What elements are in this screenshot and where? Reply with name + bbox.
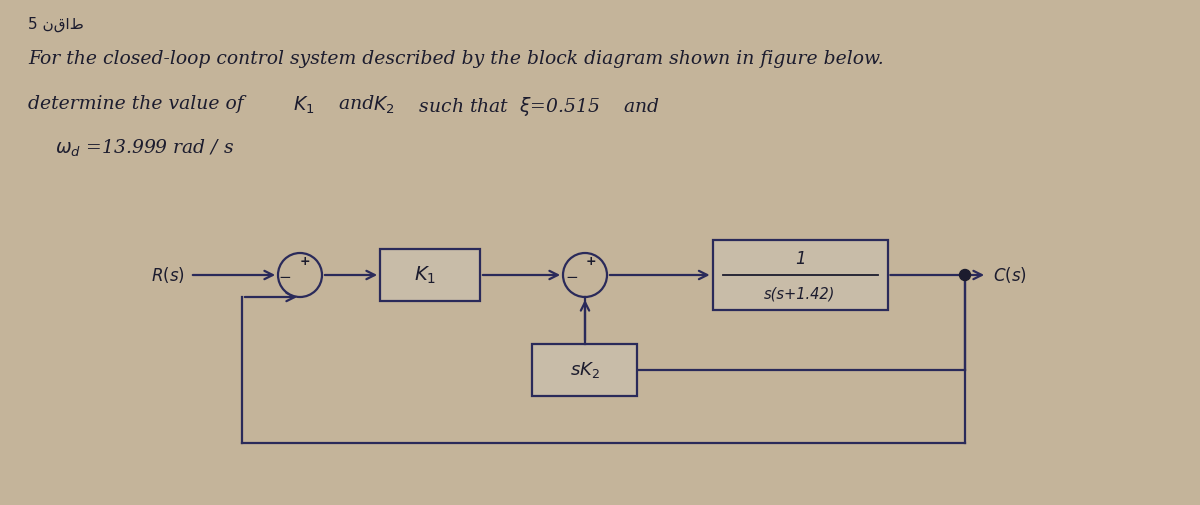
Text: $R(s)$: $R(s)$ — [151, 265, 185, 285]
Text: determine the value of: determine the value of — [28, 95, 250, 113]
Text: 5 نقاط: 5 نقاط — [28, 17, 84, 32]
FancyBboxPatch shape — [713, 240, 888, 310]
Text: s(s+1.42): s(s+1.42) — [764, 286, 835, 301]
Text: 1: 1 — [794, 250, 805, 268]
Text: $K_2$: $K_2$ — [373, 95, 395, 116]
Text: +: + — [300, 256, 311, 268]
Text: $\omega_d$ =13.999 rad / s: $\omega_d$ =13.999 rad / s — [55, 138, 234, 159]
Text: $sK_2$: $sK_2$ — [570, 360, 600, 380]
Circle shape — [960, 270, 971, 280]
Text: −: − — [565, 271, 578, 285]
FancyBboxPatch shape — [533, 344, 637, 396]
Text: $K_1$: $K_1$ — [414, 264, 436, 286]
FancyBboxPatch shape — [380, 249, 480, 301]
Text: −: − — [278, 271, 290, 285]
Circle shape — [563, 253, 607, 297]
Circle shape — [278, 253, 322, 297]
Text: For the closed-loop control system described by the block diagram shown in figur: For the closed-loop control system descr… — [28, 50, 883, 68]
Text: and: and — [334, 95, 380, 113]
Text: such that  $\xi$=0.515    and: such that $\xi$=0.515 and — [413, 95, 660, 118]
Text: $K_1$: $K_1$ — [293, 95, 314, 116]
Text: +: + — [586, 256, 596, 268]
Text: $C(s)$: $C(s)$ — [994, 265, 1027, 285]
